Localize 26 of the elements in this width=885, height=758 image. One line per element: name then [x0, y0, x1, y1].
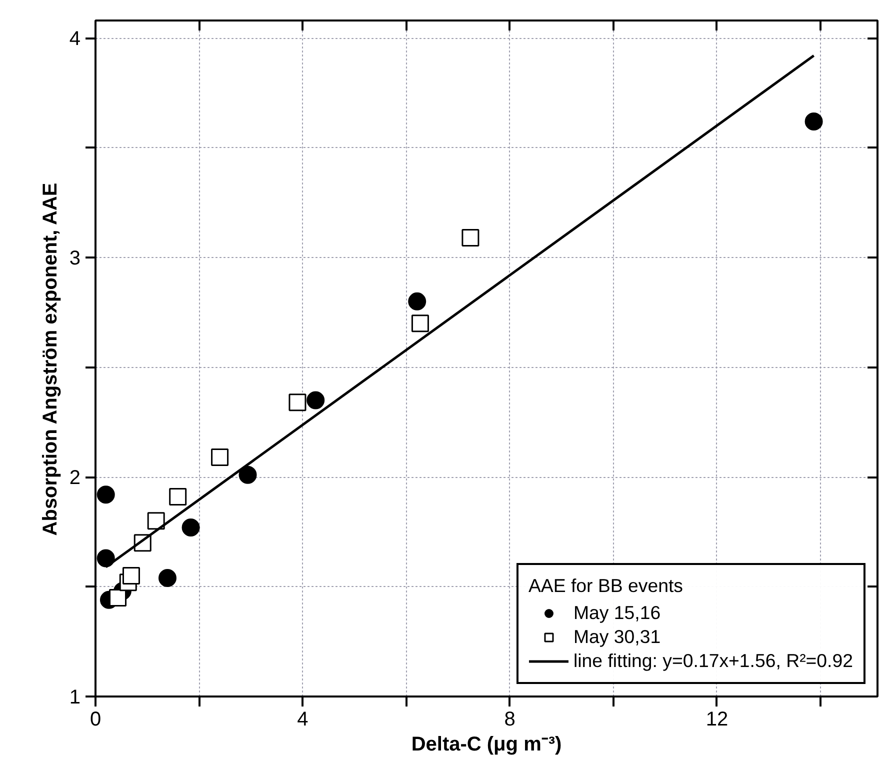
x-tick-label: 4: [297, 708, 308, 730]
y-tick-label: 4: [69, 28, 80, 50]
point: [158, 568, 176, 587]
y-axis-title: Absorption Angström exponent, AAE: [39, 182, 62, 536]
y-tick-label: 1: [69, 686, 80, 708]
x-axis-title: Delta-C (μg m⁻³): [411, 734, 562, 756]
point: [182, 518, 200, 536]
legend-label: May 30,31: [573, 626, 661, 648]
x-tick-label: 8: [504, 708, 516, 730]
point: [238, 466, 257, 484]
point: [408, 292, 426, 310]
point: [411, 314, 429, 332]
point: [96, 486, 115, 504]
point: [288, 394, 306, 412]
y-tick-label: 3: [69, 248, 80, 270]
x-tick-label: 12: [706, 708, 728, 730]
x-tick-label: 0: [90, 708, 102, 730]
legend-title: AAE for BB events: [528, 575, 684, 597]
point: [804, 112, 823, 130]
legend-label: line fitting: y=0.17x+1.56, R²=0.92: [573, 650, 853, 672]
point: [96, 549, 115, 568]
y-tick-label: 2: [69, 467, 80, 490]
point: [122, 567, 140, 585]
point: [109, 588, 127, 606]
legend-label: May 15,16: [573, 602, 661, 624]
point: [306, 391, 325, 410]
